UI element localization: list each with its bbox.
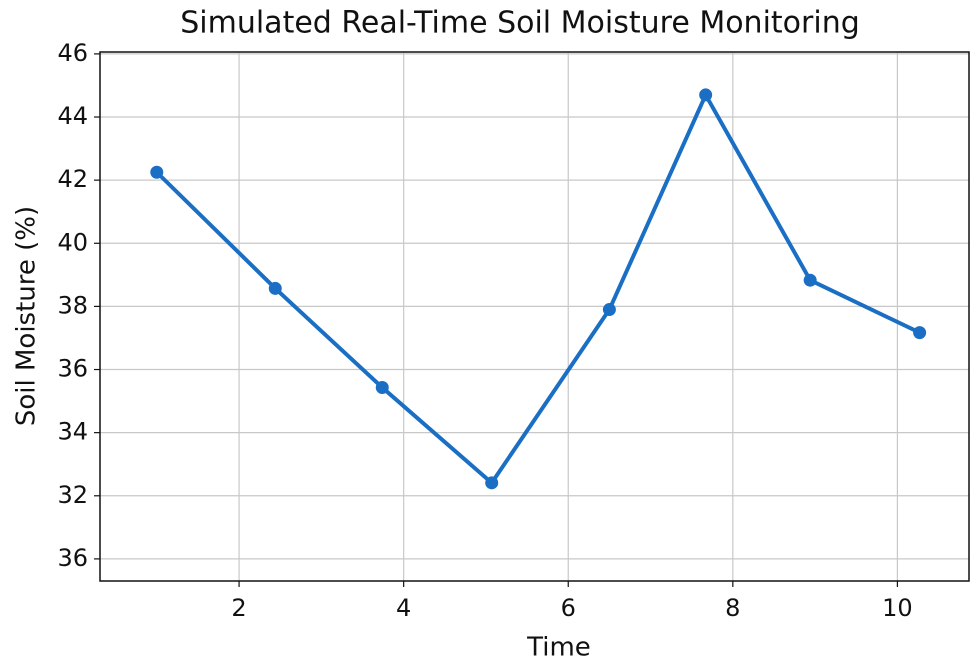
x-tick-label: 8: [725, 594, 740, 622]
marker: [375, 381, 389, 395]
y-tick-label: 36: [57, 355, 88, 383]
y-tick-label: 32: [57, 481, 88, 509]
y-tick-label: 38: [57, 291, 88, 319]
marker: [803, 273, 817, 287]
x-axis-label: Time: [526, 633, 591, 663]
marker: [602, 303, 616, 317]
y-tick-label: 36: [57, 544, 88, 572]
x-tick-label: 6: [561, 594, 576, 622]
y-tick-label: 44: [57, 102, 88, 130]
marker: [268, 281, 282, 295]
plot-frame: [99, 51, 970, 582]
y-tick-label: 40: [57, 228, 88, 256]
x-tick-label: 4: [396, 594, 411, 622]
line: [155, 92, 921, 485]
marker: [150, 165, 164, 179]
y-axis-label: Soil Moisture (%): [12, 206, 42, 426]
y-tick-label: 46: [57, 39, 88, 67]
y-tick-label: 34: [57, 418, 88, 446]
marker: [485, 476, 499, 490]
y-tick-label: 42: [57, 165, 88, 193]
marker: [913, 326, 927, 340]
chart-title: Simulated Real-Time Soil Moisture Monito…: [180, 6, 860, 41]
x-tick-label: 10: [882, 594, 913, 622]
marker: [699, 88, 713, 102]
x-tick-label: 2: [231, 594, 246, 622]
